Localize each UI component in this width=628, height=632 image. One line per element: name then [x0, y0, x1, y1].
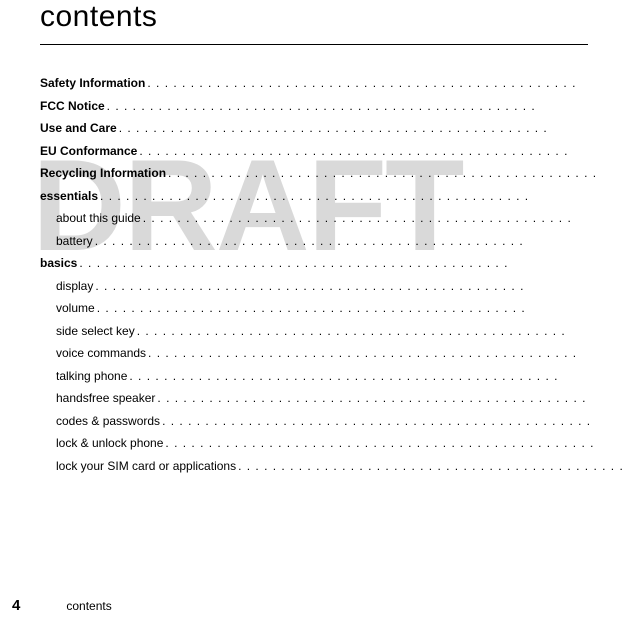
toc-row: display18	[40, 280, 628, 292]
toc-dots	[146, 347, 628, 359]
toc-row: handsfree speaker23	[40, 392, 628, 404]
toc-row: basics18	[40, 257, 628, 269]
toc-dots	[95, 302, 628, 314]
toc-dots	[155, 392, 628, 404]
toc-dots	[137, 145, 628, 157]
toc-dots	[127, 370, 628, 382]
toc-dots	[105, 100, 628, 112]
toc-row: Recycling Information13	[40, 167, 628, 179]
toc-label: Safety Information	[40, 77, 145, 89]
toc-label: handsfree speaker	[56, 392, 155, 404]
toc-label: talking phone	[56, 370, 127, 382]
toc-row: essentials14	[40, 190, 628, 202]
toc-columns: Safety Information6FCC Notice10Use and C…	[40, 77, 588, 482]
toc-label: EU Conformance	[40, 145, 137, 157]
toc-row: volume20	[40, 302, 628, 314]
toc-label: Recycling Information	[40, 167, 166, 179]
toc-dots	[163, 437, 628, 449]
toc-row: about this guide14	[40, 212, 628, 224]
footer-label: contents	[66, 599, 111, 613]
toc-label: lock & unlock phone	[56, 437, 163, 449]
toc-label: Use and Care	[40, 122, 117, 134]
toc-label: volume	[56, 302, 95, 314]
toc-dots	[98, 190, 628, 202]
toc-dots	[145, 77, 628, 89]
footer-page-number: 4	[12, 597, 20, 614]
toc-label: side select key	[56, 325, 135, 337]
toc-label: voice commands	[56, 347, 146, 359]
toc-row: EU Conformance12	[40, 145, 628, 157]
toc-label: codes & passwords	[56, 415, 160, 427]
toc-label: basics	[40, 257, 77, 269]
toc-dots	[77, 257, 628, 269]
toc-dots	[236, 460, 628, 472]
toc-row: Use and Care11	[40, 122, 628, 134]
toc-label: about this guide	[56, 212, 141, 224]
title-rule	[40, 44, 588, 45]
toc-label: display	[56, 280, 93, 292]
toc-dots	[135, 325, 628, 337]
toc-row: battery14	[40, 235, 628, 247]
toc-row: Safety Information6	[40, 77, 628, 89]
toc-dots	[160, 415, 628, 427]
toc-dots	[166, 167, 628, 179]
toc-dots	[117, 122, 628, 134]
toc-row: FCC Notice10	[40, 100, 628, 112]
toc-row: side select key21	[40, 325, 628, 337]
toc-label: battery	[56, 235, 93, 247]
toc-dots	[93, 235, 628, 247]
page-footer: 4 contents	[0, 597, 628, 614]
page-title: contents	[40, 0, 588, 44]
toc-label: FCC Notice	[40, 100, 105, 112]
toc-row: lock your SIM card or applications24	[40, 460, 628, 472]
toc-dots	[93, 280, 628, 292]
toc-label: essentials	[40, 190, 98, 202]
toc-row: talking phone22	[40, 370, 628, 382]
toc-row: lock & unlock phone24	[40, 437, 628, 449]
toc-dots	[141, 212, 628, 224]
toc-row: codes & passwords23	[40, 415, 628, 427]
toc-label: lock your SIM card or applications	[56, 460, 236, 472]
toc-row: voice commands21	[40, 347, 628, 359]
toc-column-left: Safety Information6 FCC Notice10 Use and C…	[40, 77, 628, 482]
